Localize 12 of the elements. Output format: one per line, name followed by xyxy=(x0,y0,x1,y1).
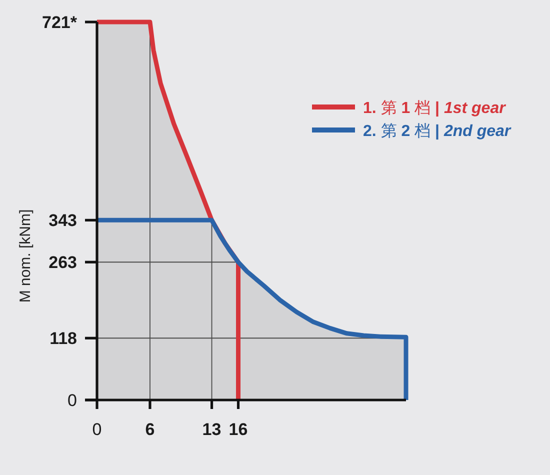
x-tick-label: 13 xyxy=(202,420,222,439)
y-tick-label: 721* xyxy=(42,13,78,32)
y-axis-title: M nom. [kNm] xyxy=(17,209,34,303)
legend-label: 2. 第 2 档 | 2nd gear xyxy=(363,122,512,140)
y-tick-label: 263 xyxy=(48,253,77,272)
x-tick-label: 6 xyxy=(145,420,155,439)
y-tick-label: 343 xyxy=(48,211,77,230)
x-tick-label: 16 xyxy=(228,420,248,439)
y-tick-label: 0 xyxy=(68,391,77,410)
legend-label: 1. 第 1 档 | 1st gear xyxy=(363,99,506,117)
y-tick-label: 118 xyxy=(50,329,77,348)
x-tick-label: 0 xyxy=(92,420,102,439)
